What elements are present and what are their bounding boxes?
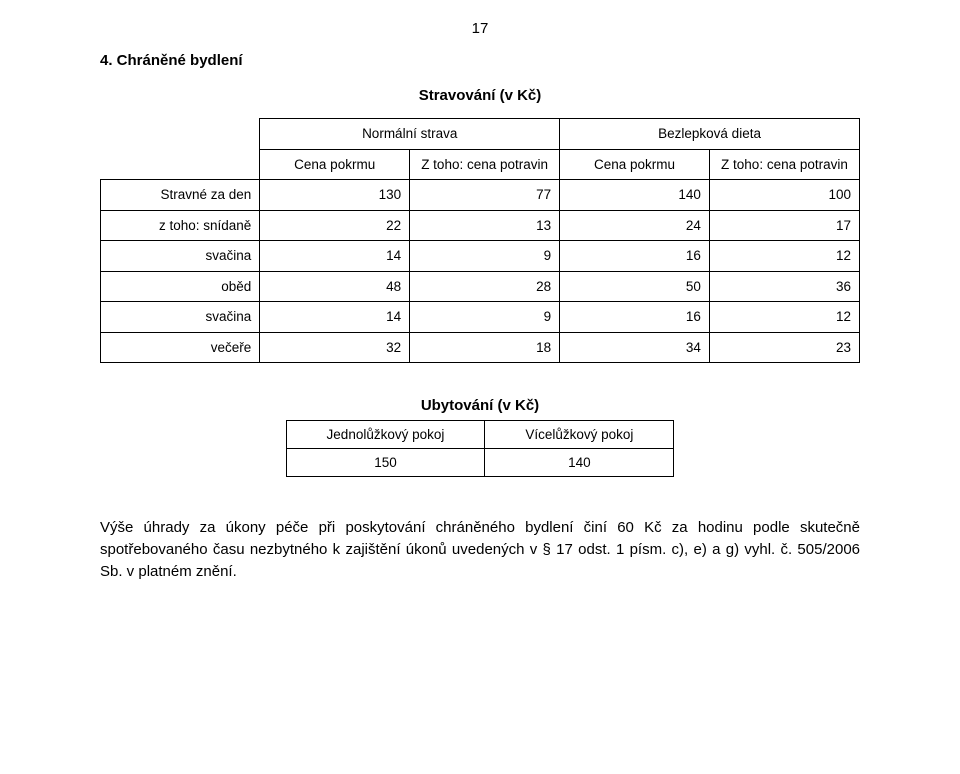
row-label: svačina (101, 302, 260, 333)
table2-title: Ubytování (v Kč) (100, 397, 860, 414)
cell: 48 (260, 271, 410, 302)
table-row: večeře 32 18 34 23 (101, 332, 860, 363)
table-stravovani: Normální strava Bezlepková dieta Cena po… (100, 118, 860, 363)
table-row: svačina 14 9 16 12 (101, 241, 860, 272)
page-container: 17 4. Chráněné bydlení Stravování (v Kč)… (0, 0, 960, 774)
cell: 18 (410, 332, 560, 363)
header-jednoluzkovy: Jednolůžkový pokoj (286, 421, 485, 449)
cell: 9 (410, 302, 560, 333)
row-label: svačina (101, 241, 260, 272)
table-row: Stravné za den 130 77 140 100 (101, 180, 860, 211)
cell: 16 (560, 302, 710, 333)
header-normalni-strava: Normální strava (260, 119, 560, 150)
cell: 36 (709, 271, 859, 302)
cell: 140 (485, 449, 674, 477)
body-paragraph: Výše úhrady za úkony péče při poskytován… (100, 517, 860, 582)
cell: 77 (410, 180, 560, 211)
header-viceluzkovy: Vícelůžkový pokoj (485, 421, 674, 449)
cell: 13 (410, 210, 560, 241)
section-title: 4. Chráněné bydlení (100, 52, 860, 69)
cell: 16 (560, 241, 710, 272)
cell: 130 (260, 180, 410, 211)
cell: 14 (260, 302, 410, 333)
table-ubytovani: Jednolůžkový pokoj Vícelůžkový pokoj 150… (286, 420, 675, 477)
row-label: z toho: snídaně (101, 210, 260, 241)
cell: 32 (260, 332, 410, 363)
cell: 28 (410, 271, 560, 302)
cell: 100 (709, 180, 859, 211)
row-label: večeře (101, 332, 260, 363)
header-bezlepkova-dieta: Bezlepková dieta (560, 119, 860, 150)
subheader-cena-potravin-1: Z toho: cena potravin (410, 149, 560, 180)
cell: 50 (560, 271, 710, 302)
table-row: svačina 14 9 16 12 (101, 302, 860, 333)
table-row: z toho: snídaně 22 13 24 17 (101, 210, 860, 241)
cell: 22 (260, 210, 410, 241)
row-label: Stravné za den (101, 180, 260, 211)
subheader-cena-pokrmu-1: Cena pokrmu (260, 149, 410, 180)
subheader-cena-potravin-2: Z toho: cena potravin (709, 149, 859, 180)
cell: 23 (709, 332, 859, 363)
cell: 34 (560, 332, 710, 363)
cell: 14 (260, 241, 410, 272)
page-number: 17 (100, 20, 860, 37)
cell: 24 (560, 210, 710, 241)
cell: 12 (709, 241, 859, 272)
subheader-cena-pokrmu-2: Cena pokrmu (560, 149, 710, 180)
cell: 150 (286, 449, 485, 477)
row-label: oběd (101, 271, 260, 302)
table-row: oběd 48 28 50 36 (101, 271, 860, 302)
cell: 9 (410, 241, 560, 272)
cell: 12 (709, 302, 859, 333)
cell: 17 (709, 210, 859, 241)
table1-title: Stravování (v Kč) (100, 87, 860, 104)
cell: 140 (560, 180, 710, 211)
